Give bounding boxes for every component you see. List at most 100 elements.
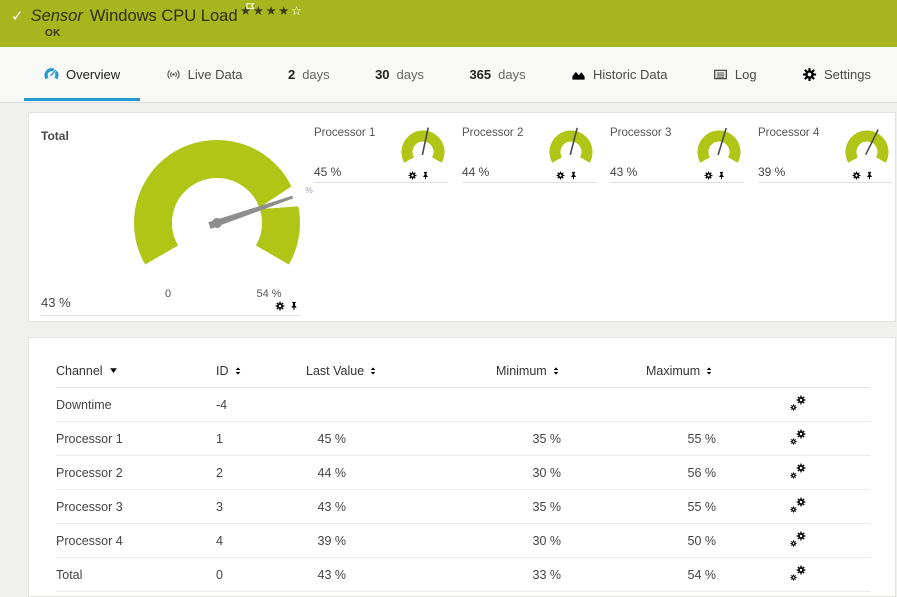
channel-gear-icon[interactable]	[275, 301, 285, 311]
priority-star-icon[interactable]: ★	[252, 4, 266, 18]
gauge-icon	[44, 67, 59, 82]
actions-cell	[761, 455, 815, 490]
gauge-title: Processor 1	[314, 127, 376, 139]
tab-settings[interactable]: Settings	[782, 47, 891, 102]
channel-id-cell: -4	[216, 387, 306, 422]
gauge-title: Processor 2	[462, 127, 524, 139]
priority-star-icon[interactable]: ☆	[290, 4, 304, 18]
processor-2-gauge	[549, 127, 593, 163]
pin-icon[interactable]	[865, 171, 874, 180]
tab-unit: days	[302, 67, 330, 82]
table-row: Processor 3 3 43 % 35 % 55 %	[56, 489, 870, 524]
gauge-min-label: 0	[165, 288, 171, 300]
tab-number: 365	[469, 67, 492, 82]
channel-gear-icon[interactable]	[556, 171, 565, 180]
channel-id-cell: 0	[216, 557, 306, 592]
gauge-max-label: 54 %	[256, 288, 281, 300]
pin-icon[interactable]	[717, 171, 726, 180]
actions-cell	[761, 489, 815, 524]
actions-cell	[761, 557, 815, 592]
tab-number: 30	[375, 67, 390, 82]
gauge-title: Processor 4	[758, 127, 820, 139]
column-label: Channel	[56, 364, 103, 378]
column-label: Minimum	[496, 364, 547, 378]
tab-30-days[interactable]: 30 days	[355, 47, 444, 102]
sensor-status-text: OK	[45, 28, 61, 39]
gauge-cell-processor-1: Processor 1 45 %	[314, 125, 448, 183]
processor-4-gauge	[845, 129, 889, 163]
channel-name-cell: Downtime	[56, 387, 216, 422]
gauge-panel: Total % 0 54 % 43 % Processor 1 45 %	[28, 112, 896, 322]
tab-live-data[interactable]: Live Data	[146, 47, 263, 102]
sensor-title-row: ✓ Sensor Windows CPU Load	[11, 7, 256, 26]
spacer-cell	[815, 455, 870, 490]
pin-icon[interactable]	[289, 301, 299, 311]
channel-gear-icon[interactable]	[852, 171, 861, 180]
actions-cell	[761, 421, 815, 456]
column-header-channel[interactable]: Channel	[56, 354, 216, 388]
channel-gear-icon[interactable]	[408, 171, 417, 180]
channel-name-cell: Processor 1	[56, 421, 216, 456]
priority-star-icon[interactable]: ★	[240, 4, 253, 18]
column-header-minimum[interactable]: Minimum	[446, 354, 606, 388]
tab-historic-data[interactable]: Historic Data	[551, 47, 687, 102]
processor-1-gauge	[401, 127, 445, 163]
ok-check-icon: ✓	[11, 8, 24, 25]
channel-settings-gears-icon[interactable]	[790, 463, 806, 479]
channel-table-panel: Channel ID Last Value Minimum Maximum	[28, 337, 896, 597]
gauge-value: 43 %	[41, 295, 71, 310]
pin-icon[interactable]	[421, 171, 430, 180]
tab-bar: Overview Live Data 2 days 30 days 365 da…	[0, 47, 897, 103]
channel-id-cell: 2	[216, 455, 306, 490]
tab-label: Historic Data	[593, 67, 668, 82]
channel-settings-gears-icon[interactable]	[790, 395, 806, 411]
channel-settings-gears-icon[interactable]	[790, 429, 806, 445]
tab-365-days[interactable]: 365 days	[449, 47, 545, 102]
channel-settings-gears-icon[interactable]	[790, 531, 806, 547]
table-row: Processor 1 1 45 % 35 % 55 %	[56, 421, 870, 456]
maximum-cell	[606, 387, 761, 422]
sort-icon	[233, 366, 243, 376]
channel-name-cell: Processor 3	[56, 489, 216, 524]
gauge-value: 39 %	[758, 165, 786, 179]
sort-icon	[704, 366, 714, 376]
broadcast-icon	[166, 67, 181, 82]
priority-star-icon[interactable]: ★	[265, 4, 279, 18]
column-label: Last Value	[306, 364, 365, 378]
spacer-cell	[815, 557, 870, 592]
channel-gear-icon[interactable]	[704, 171, 713, 180]
gauge-needle	[421, 127, 429, 156]
gauge-needle	[569, 127, 578, 156]
last-value-cell: 39 %	[306, 523, 446, 558]
column-header-id[interactable]: ID	[216, 354, 306, 388]
column-header-last-value[interactable]: Last Value	[306, 354, 446, 388]
gauge-value: 43 %	[610, 165, 638, 179]
gauge-unit-label: %	[305, 185, 313, 195]
tab-label: Overview	[66, 67, 121, 82]
priority-star-icon[interactable]: ★	[278, 4, 291, 18]
pin-icon[interactable]	[569, 171, 578, 180]
sort-icon	[551, 366, 561, 376]
minimum-cell: 33 %	[446, 557, 606, 592]
minimum-cell	[446, 387, 606, 422]
last-value-cell: 43 %	[306, 489, 446, 524]
tab-overview[interactable]: Overview	[24, 47, 141, 102]
last-value-cell	[306, 387, 446, 422]
channel-settings-gears-icon[interactable]	[790, 565, 806, 581]
gauge-value: 44 %	[462, 165, 490, 179]
sensor-kind-label: Sensor	[30, 7, 83, 25]
table-row: Processor 4 4 39 % 30 % 50 %	[56, 523, 870, 558]
spacer-cell	[815, 387, 870, 422]
sort-desc-icon	[108, 365, 119, 376]
tab-2-days[interactable]: 2 days	[268, 47, 350, 102]
priority-stars: ★★★★☆	[240, 3, 304, 18]
table-row: Processor 2 2 44 % 30 % 56 %	[56, 455, 870, 490]
column-header-spacer	[815, 354, 870, 388]
gear-icon	[802, 67, 817, 82]
maximum-cell: 50 %	[606, 523, 761, 558]
channel-settings-gears-icon[interactable]	[790, 497, 806, 513]
tab-log[interactable]: Log	[693, 47, 777, 102]
column-header-maximum[interactable]: Maximum	[606, 354, 761, 388]
channel-id-cell: 4	[216, 523, 306, 558]
tab-unit: days	[498, 67, 526, 82]
